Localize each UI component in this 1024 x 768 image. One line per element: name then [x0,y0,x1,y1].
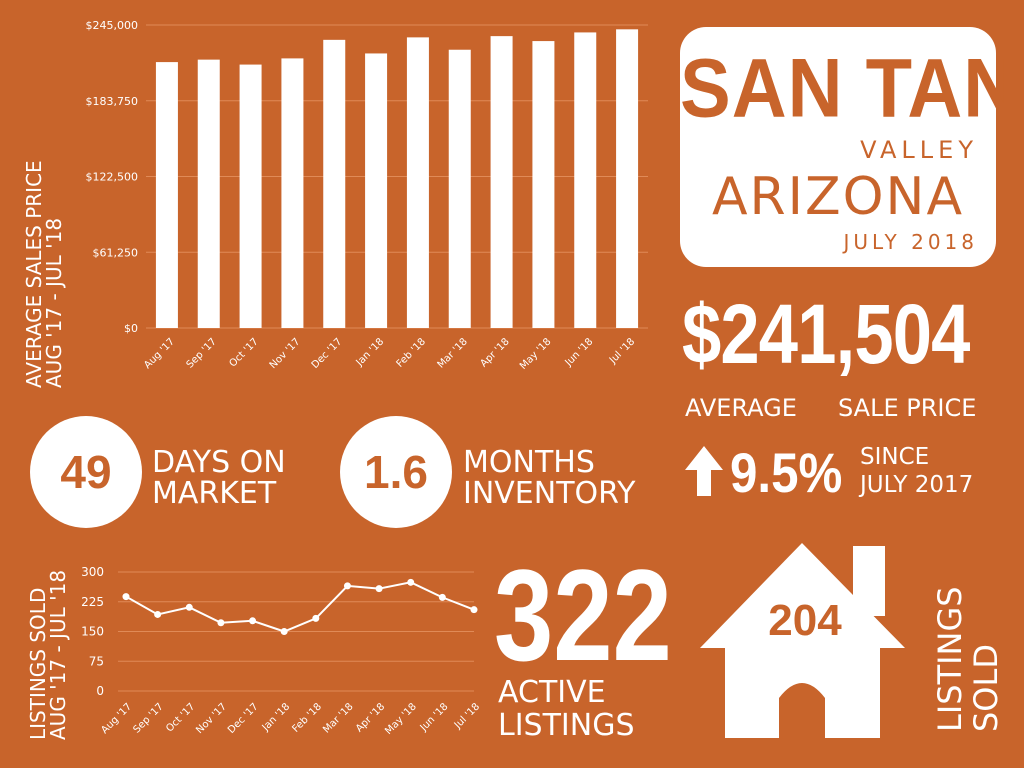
title-state: ARIZONA [711,167,965,227]
days-on-market-label: DAYS ON MARKET [152,447,286,509]
line-point [375,585,383,593]
listings-sold-value: 204 [768,596,842,645]
bar-xtick-label: Jun '18 [563,336,596,369]
line-point [185,603,193,611]
bar-ytick-label: $122,500 [86,171,139,184]
line-xtick-label: Nov '17 [194,701,229,736]
bar-ytick-label: $0 [124,322,138,335]
bar-xtick-label: Dec '17 [310,336,345,371]
line-xtick-label: Sep '17 [131,701,165,735]
line-chart-ylabel-line1: LISTINGS SOLD [26,587,50,740]
line-series [125,581,475,633]
title-date: JULY 2018 [843,230,978,254]
line-point [217,619,225,627]
bar [532,41,555,329]
bar [155,62,178,328]
months-inventory-line2: INVENTORY [463,476,636,511]
bar-chart-ylabel: AVERAGE SALES PRICE AUG '17 - JUL '18 [22,160,66,388]
line-chart-ylabel: LISTINGS SOLD AUG '17 - JUL '18 [26,569,70,740]
line-point [312,614,320,622]
bar-chart-ylabel-line1: AVERAGE SALES PRICE [22,160,46,388]
line-xtick-label: Jul '18 [452,701,482,731]
bar-xtick-label: Oct '17 [228,336,261,369]
line-xtick-label: Oct '17 [164,701,197,734]
bar [616,29,639,329]
active-listings-label: ACTIVE LISTINGS [498,676,635,742]
line-point [438,593,446,601]
line-ytick-label: 0 [96,684,104,698]
line-xtick-label: Jan '18 [260,701,293,734]
bar-xtick-label: Sep '17 [185,336,219,370]
bar [490,36,513,328]
days-on-market-line1: DAYS ON [152,445,286,480]
bar-xtick-label: Feb '18 [395,336,428,369]
bar [574,32,597,328]
bar-xtick-label: May '18 [518,336,554,372]
bar [239,64,262,329]
active-listings-value: 322 [494,542,672,688]
line-xtick-label: Apr '18 [354,701,387,734]
line-ytick-label: 300 [81,565,104,579]
change-since-line2: JULY 2017 [860,472,974,498]
title-card: SAN TAN VALLEY ARIZONA JULY 2018 [680,27,1020,267]
months-inventory-circle: 1.6 [340,416,452,528]
bar-xtick-label: Mar '18 [436,336,470,370]
average-sale-price-value: $241,504 [682,287,970,381]
active-listings-line2: LISTINGS [498,708,635,743]
arrow-up-icon [685,446,723,496]
listings-sold-label: LISTINGS SOLD [931,586,1005,732]
bar-xtick-label: Apr '18 [479,336,512,369]
bar [365,53,388,329]
bar [281,58,304,328]
line-point [470,606,478,614]
bar-ytick-label: $61,250 [93,246,139,259]
line-xtick-label: Jun '18 [418,701,451,734]
months-inventory-line1: MONTHS [463,445,595,480]
bar-xtick-label: Jan '18 [354,336,387,369]
line-xtick-label: May '18 [383,701,419,737]
average-caption: AVERAGE [685,394,797,422]
listings-sold-line1: LISTINGS [931,586,969,732]
change-value: 9.5% [730,441,843,504]
months-inventory-value: 1.6 [364,446,428,498]
line-chart-ylabel-line2: AUG '17 - JUL '18 [46,569,70,740]
line-xtick-label: Mar '18 [321,701,355,735]
line-point [407,578,415,586]
line-point [122,593,130,601]
line-xtick-label: Dec '17 [226,701,261,736]
active-listings-line1: ACTIVE [498,675,606,710]
line-xtick-label: Feb '18 [290,701,323,734]
line-ytick-label: 75 [89,654,104,668]
bar-chart-ylabel-line2: AUG '17 - JUL '18 [42,217,66,388]
line-point [154,610,162,618]
bar-xtick-label: Aug '17 [142,336,177,371]
line-point [343,582,351,590]
bar-ytick-label: $183,750 [86,95,139,108]
line-ytick-label: 225 [81,595,104,609]
days-on-market-line2: MARKET [152,476,277,511]
line-point [249,617,257,625]
line-xtick-label: Aug '17 [99,701,134,736]
title-valley: VALLEY [860,136,978,164]
bar [406,37,429,329]
listings-sold-line2: SOLD [967,644,1005,732]
days-on-market-value: 49 [60,446,112,498]
months-inventory-label: MONTHS INVENTORY [463,447,635,509]
house-icon [700,543,905,738]
change-since-line1: SINCE [860,444,930,470]
bar-ytick-label: $245,000 [86,19,139,32]
bar [323,39,346,328]
line-point [280,628,288,635]
bar-xtick-label: Nov '17 [268,336,303,371]
line-ytick-label: 150 [81,625,104,639]
days-on-market-circle: 49 [30,416,142,528]
bar [448,49,471,329]
sale-price-caption: SALE PRICE [838,394,977,422]
bar-xtick-label: Jul '18 [607,336,637,366]
bar-chart: $0 $61,250 $122,500 $183,750 $245,000 Aug '17… [86,19,648,372]
bar [197,59,220,328]
change-since-label: SINCE JULY 2017 [860,443,973,499]
title-city: SAN TAN [680,41,1020,136]
